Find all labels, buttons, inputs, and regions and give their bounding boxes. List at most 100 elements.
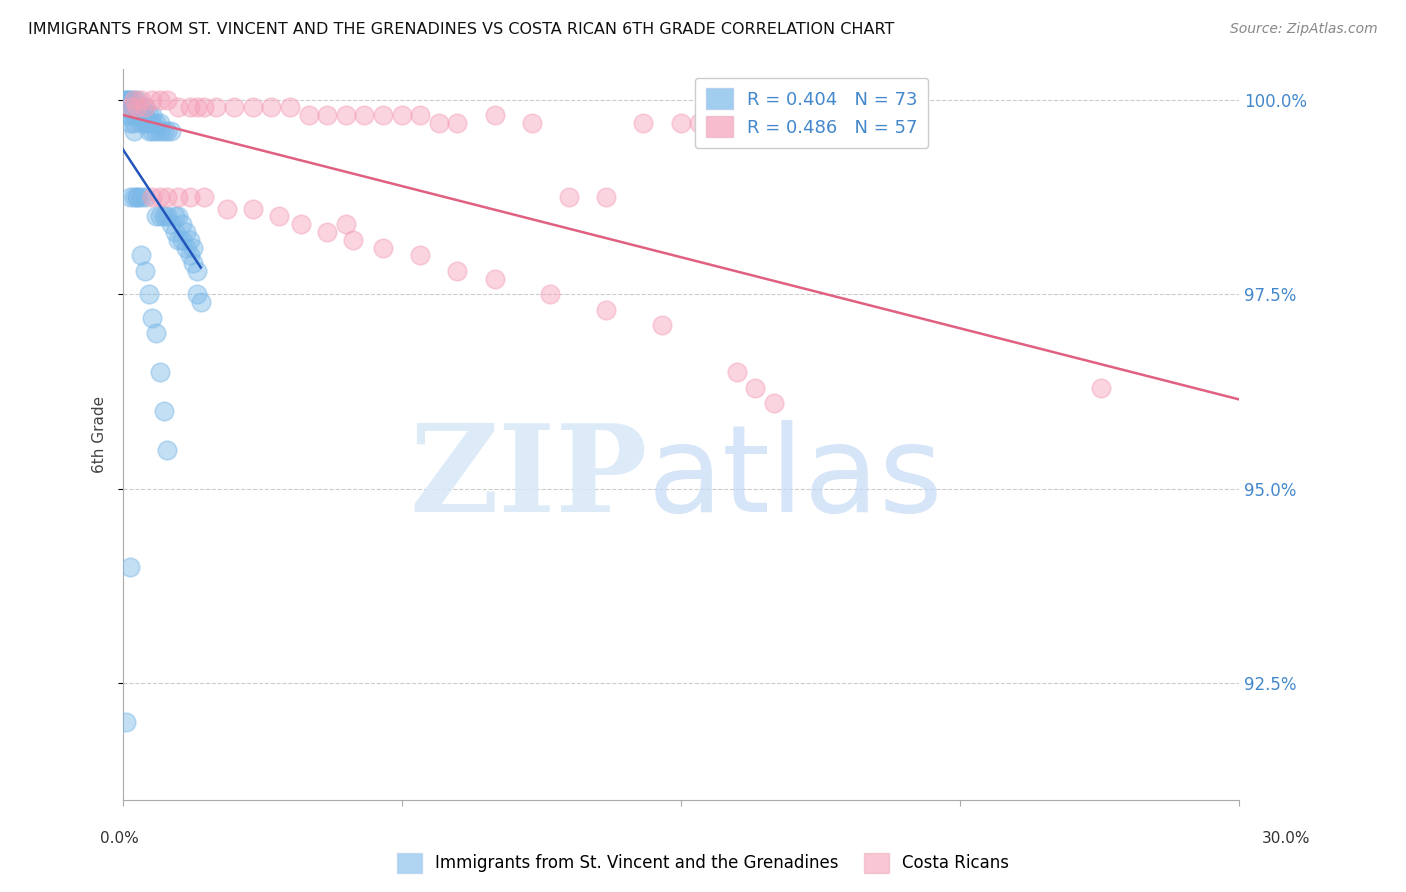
Point bbox=[118, 93, 141, 107]
Point bbox=[167, 210, 190, 224]
Point bbox=[204, 100, 226, 114]
Point bbox=[167, 233, 190, 247]
Point bbox=[145, 124, 167, 138]
Point bbox=[179, 248, 201, 262]
Point bbox=[134, 100, 156, 114]
Point bbox=[181, 240, 204, 254]
Point bbox=[141, 108, 163, 122]
Point bbox=[127, 108, 149, 122]
Point bbox=[122, 190, 145, 204]
Point bbox=[122, 93, 145, 107]
Point bbox=[163, 225, 186, 239]
Point bbox=[186, 100, 208, 114]
Point bbox=[353, 108, 375, 122]
Point bbox=[163, 210, 186, 224]
Point bbox=[540, 287, 562, 301]
Point bbox=[134, 100, 156, 114]
Point bbox=[316, 108, 339, 122]
Point bbox=[138, 108, 160, 122]
Point bbox=[129, 116, 152, 130]
Point bbox=[409, 248, 432, 262]
Point bbox=[484, 271, 506, 285]
Point bbox=[762, 396, 785, 410]
Point bbox=[174, 240, 197, 254]
Point bbox=[172, 233, 194, 247]
Point bbox=[156, 93, 179, 107]
Text: 0.0%: 0.0% bbox=[100, 831, 139, 846]
Point bbox=[167, 190, 190, 204]
Point bbox=[118, 190, 141, 204]
Point bbox=[242, 202, 264, 216]
Point bbox=[371, 108, 394, 122]
Point bbox=[149, 365, 172, 379]
Point bbox=[115, 93, 138, 107]
Point bbox=[484, 108, 506, 122]
Text: Source: ZipAtlas.com: Source: ZipAtlas.com bbox=[1230, 22, 1378, 37]
Point bbox=[141, 93, 163, 107]
Text: ZIP: ZIP bbox=[409, 419, 647, 537]
Point bbox=[118, 100, 141, 114]
Point bbox=[446, 264, 468, 278]
Point bbox=[134, 190, 156, 204]
Point bbox=[1090, 381, 1112, 395]
Point bbox=[118, 100, 141, 114]
Point bbox=[127, 100, 149, 114]
Point bbox=[122, 100, 145, 114]
Point bbox=[152, 404, 174, 418]
Point bbox=[446, 116, 468, 130]
Point bbox=[122, 93, 145, 107]
Point bbox=[149, 210, 172, 224]
Point bbox=[186, 287, 208, 301]
Point bbox=[193, 100, 215, 114]
Point bbox=[141, 310, 163, 325]
Point bbox=[129, 100, 152, 114]
Point bbox=[134, 264, 156, 278]
Point bbox=[145, 116, 167, 130]
Point bbox=[167, 100, 190, 114]
Point bbox=[122, 116, 145, 130]
Point bbox=[371, 240, 394, 254]
Point bbox=[145, 210, 167, 224]
Point bbox=[138, 116, 160, 130]
Point bbox=[595, 302, 617, 317]
Point bbox=[138, 124, 160, 138]
Point bbox=[118, 108, 141, 122]
Point bbox=[558, 190, 581, 204]
Point bbox=[688, 116, 710, 130]
Point bbox=[149, 116, 172, 130]
Point bbox=[149, 190, 172, 204]
Point bbox=[115, 108, 138, 122]
Point bbox=[224, 100, 246, 114]
Point bbox=[152, 124, 174, 138]
Text: IMMIGRANTS FROM ST. VINCENT AND THE GRENADINES VS COSTA RICAN 6TH GRADE CORRELAT: IMMIGRANTS FROM ST. VINCENT AND THE GREN… bbox=[28, 22, 894, 37]
Legend: Immigrants from St. Vincent and the Grenadines, Costa Ricans: Immigrants from St. Vincent and the Gren… bbox=[391, 847, 1015, 880]
Point bbox=[181, 256, 204, 270]
Point bbox=[242, 100, 264, 114]
Point bbox=[290, 217, 312, 231]
Text: 30.0%: 30.0% bbox=[1263, 831, 1310, 846]
Point bbox=[215, 202, 238, 216]
Point bbox=[160, 124, 183, 138]
Point bbox=[138, 287, 160, 301]
Point bbox=[115, 93, 138, 107]
Point bbox=[156, 442, 179, 457]
Point bbox=[156, 190, 179, 204]
Point bbox=[179, 100, 201, 114]
Point bbox=[122, 124, 145, 138]
Point bbox=[152, 210, 174, 224]
Point bbox=[118, 116, 141, 130]
Point bbox=[127, 190, 149, 204]
Point bbox=[118, 559, 141, 574]
Point bbox=[725, 365, 748, 379]
Point bbox=[744, 381, 766, 395]
Point bbox=[335, 108, 357, 122]
Point bbox=[129, 248, 152, 262]
Point bbox=[141, 116, 163, 130]
Point bbox=[115, 93, 138, 107]
Point bbox=[193, 190, 215, 204]
Point bbox=[129, 93, 152, 107]
Point bbox=[118, 93, 141, 107]
Point bbox=[651, 318, 673, 333]
Point bbox=[145, 326, 167, 340]
Point bbox=[595, 190, 617, 204]
